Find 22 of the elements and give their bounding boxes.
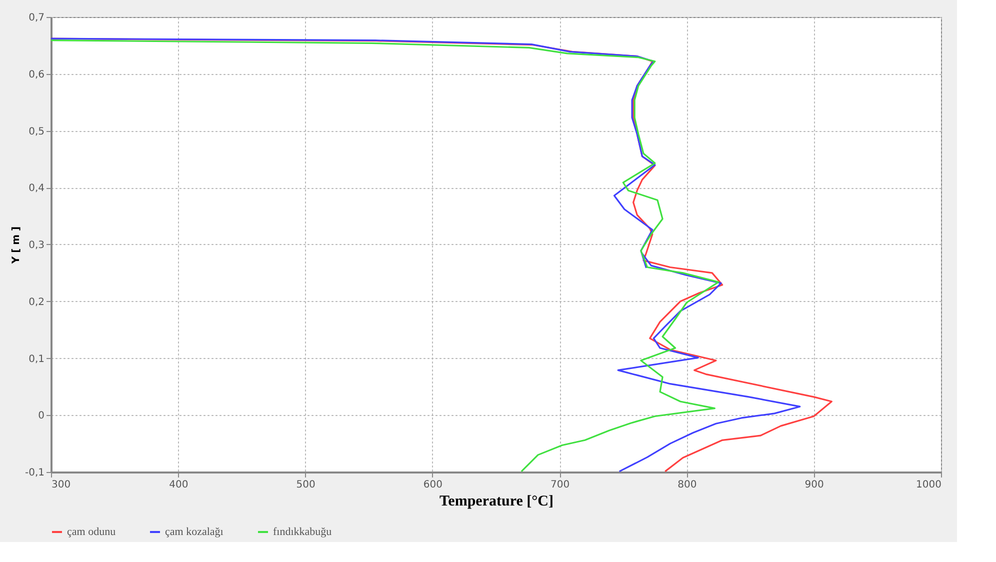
y-tick-label: 0,2	[28, 296, 44, 308]
y-tick-label: 0	[38, 410, 44, 422]
x-tick-label: 300	[52, 480, 71, 490]
x-tick-label: 1000	[916, 480, 942, 490]
y-tick-label: 0,3	[28, 240, 44, 251]
y-tick-label: 0,1	[28, 354, 44, 365]
x-tick-label: 600	[423, 480, 442, 490]
x-tick-label: 800	[678, 480, 697, 490]
y-tick-label: -0,1	[24, 468, 44, 478]
x-tick-label: 400	[169, 480, 188, 490]
x-tick-label: 500	[296, 480, 316, 490]
x-tick-label: 700	[550, 480, 570, 490]
y-tick-label: 0,7	[28, 12, 44, 24]
y-tick-label: 0,6	[28, 69, 44, 80]
legend-label: çam kozalağı	[165, 526, 224, 538]
legend-label: çam odunu	[67, 526, 116, 538]
x-tick-label: 900	[804, 480, 824, 490]
legend-label: fındıkkabuğu	[273, 526, 332, 538]
y-tick-label: 0,5	[28, 126, 44, 138]
y-axis-title: Y [ m ]	[10, 226, 22, 265]
y-tick-label: 0,4	[28, 183, 44, 194]
x-axis-title: Temperature [°C]	[440, 494, 554, 510]
